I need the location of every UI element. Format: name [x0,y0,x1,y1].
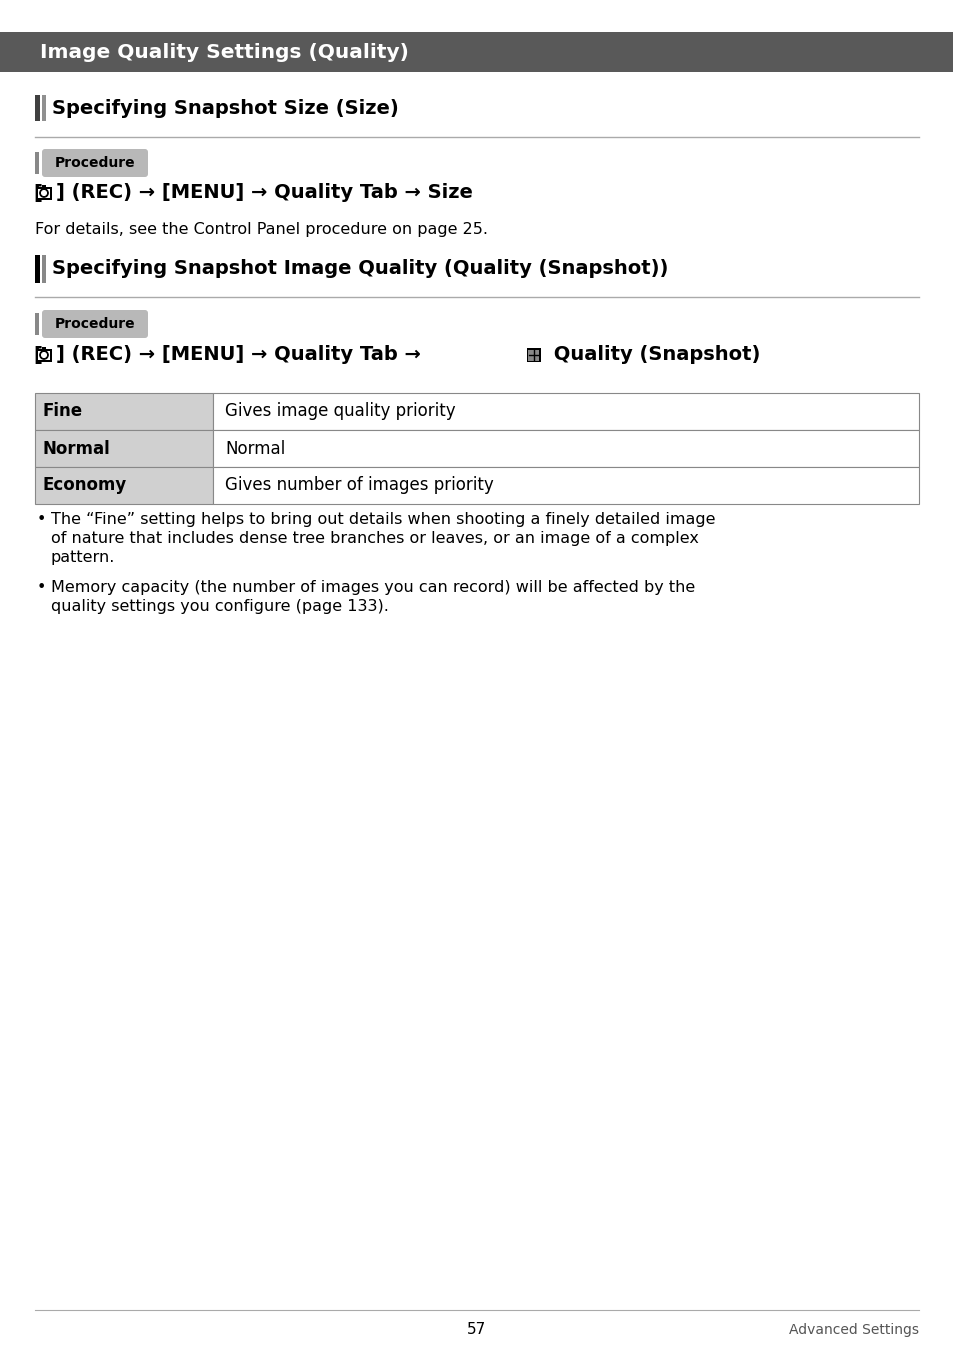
Text: Quality (Snapshot): Quality (Snapshot) [546,346,760,365]
Bar [528,350,539,361]
Text: Specifying Snapshot Image Quality (Quality (Snapshot)): Specifying Snapshot Image Quality (Quali… [52,259,668,278]
Text: quality settings you configure (page 133).: quality settings you configure (page 133… [51,598,389,613]
Text: [: [ [33,346,42,365]
Bar [35,186,52,199]
Text: •: • [37,512,47,527]
Text: Procedure: Procedure [54,156,135,170]
Text: Memory capacity (the number of images you can record) will be affected by the: Memory capacity (the number of images yo… [51,579,695,594]
Bar [213,394,918,430]
Bar [213,467,918,503]
Bar [35,255,40,284]
Text: pattern.: pattern. [51,550,115,565]
FancyBboxPatch shape [42,309,148,338]
Text: [: [ [33,183,42,202]
Text: ] (REC) → [MENU] → Quality Tab →: ] (REC) → [MENU] → Quality Tab → [56,346,420,365]
FancyBboxPatch shape [42,149,148,176]
Bar [0,33,953,72]
Text: 57: 57 [467,1323,486,1338]
Bar [35,394,213,430]
Text: For details, see the Control Panel procedure on page 25.: For details, see the Control Panel proce… [35,223,488,237]
Circle shape [40,351,48,360]
Bar [35,152,39,174]
Text: Gives image quality priority: Gives image quality priority [225,403,456,421]
Circle shape [42,353,47,357]
Text: Procedure: Procedure [54,318,135,331]
Bar [35,349,52,361]
Text: The “Fine” setting helps to bring out details when shooting a finely detailed im: The “Fine” setting helps to bring out de… [51,512,715,527]
Text: Economy: Economy [43,476,127,494]
Bar [213,430,918,467]
Bar [35,95,40,121]
Text: Specifying Snapshot Size (Size): Specifying Snapshot Size (Size) [52,99,398,118]
Text: Gives number of images priority: Gives number of images priority [225,476,494,494]
Bar [42,185,46,187]
Bar [35,467,213,503]
Bar [42,95,46,121]
Bar [526,347,540,362]
Bar [42,255,46,284]
Bar [37,350,51,360]
Bar [35,430,213,467]
Bar [42,347,46,350]
Text: Normal: Normal [225,440,285,457]
Text: Normal: Normal [43,440,111,457]
Text: ] (REC) → [MENU] → Quality Tab → Size: ] (REC) → [MENU] → Quality Tab → Size [56,183,473,202]
Text: Fine: Fine [43,403,83,421]
Circle shape [42,191,47,195]
Text: Advanced Settings: Advanced Settings [788,1323,918,1337]
Bar [37,189,51,198]
Text: of nature that includes dense tree branches or leaves, or an image of a complex: of nature that includes dense tree branc… [51,531,699,546]
Text: Image Quality Settings (Quality): Image Quality Settings (Quality) [40,42,409,61]
Text: •: • [37,579,47,594]
Bar [35,313,39,335]
Circle shape [40,189,48,197]
